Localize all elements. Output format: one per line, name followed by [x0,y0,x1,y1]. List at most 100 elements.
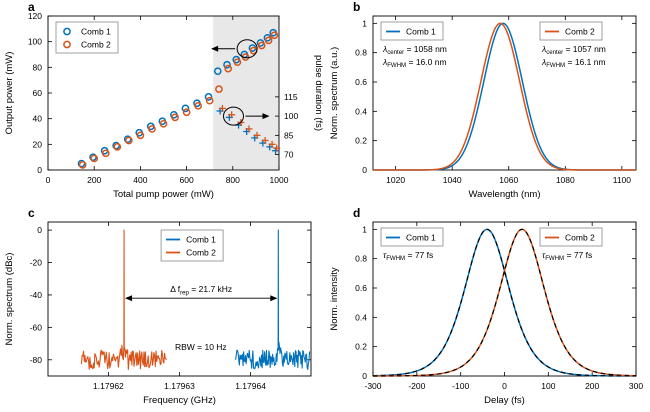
svg-text:600: 600 [180,175,194,185]
svg-text:85: 85 [284,130,294,140]
svg-text:0.4: 0.4 [355,106,367,116]
svg-text:-200: -200 [408,381,425,391]
svg-text:a: a [28,0,35,14]
svg-text:0.6: 0.6 [355,77,367,87]
svg-text:Output power (mW): Output power (mW) [4,52,15,135]
svg-text:200: 200 [585,381,599,391]
svg-text:-60: -60 [30,322,43,332]
svg-text:Delay (fs): Delay (fs) [484,395,525,406]
panel-d-axes: -300 -200 -100 0 100 200 300 0 0.2 0.4 0.6 0.8 1 Dela… [329,221,643,406]
svg-text:λcenter = 1057 nm: λcenter = 1057 nm [541,44,606,56]
svg-text:400: 400 [133,175,147,185]
svg-text:Comb 1: Comb 1 [186,235,216,245]
panel-c-annotations: Δ frep = 21.7 kHz RBW = 10 Hz [125,284,278,352]
svg-text:1060: 1060 [499,175,518,185]
svg-text:1080: 1080 [556,175,575,185]
panel-a-background [213,16,279,170]
svg-text:0: 0 [37,165,42,175]
svg-text:b: b [353,0,360,14]
svg-text:1100: 1100 [613,175,632,185]
svg-text:100: 100 [28,37,42,47]
svg-text:60: 60 [33,88,43,98]
svg-text:Comb 1: Comb 1 [81,27,111,37]
svg-text:d: d [353,206,360,220]
svg-text:0: 0 [362,165,367,175]
panel-b-axes: 1020 1040 1060 1080 1100 0 0.2 0.4 0.6 0.8 1 Wavele… [329,15,637,200]
svg-text:0: 0 [37,225,42,235]
svg-text:115: 115 [284,92,298,102]
svg-text:Δ frep = 21.7 kHz: Δ frep = 21.7 kHz [170,284,232,296]
svg-text:-40: -40 [30,290,43,300]
panel-c-chart: 1.17962 1.17963 1.17964 0 -20 -40 -60 -80 Freque… [4,206,312,406]
svg-text:1020: 1020 [386,175,405,185]
panel-d-legend: Comb 1 τFWHM = 77 fs Comb 2 τFWHM = 77 fs [380,227,603,262]
series-Comb 2 output [78,31,279,169]
svg-text:-100: -100 [452,381,469,391]
svg-text:100: 100 [541,381,555,391]
svg-text:-20: -20 [30,258,43,268]
svg-text:1.17963: 1.17963 [164,381,195,391]
series-Comb 2 [373,22,636,171]
svg-text:1000: 1000 [270,175,289,185]
svg-text:120: 120 [28,11,42,21]
panel-a-axes: 0 200 400 600 800 1000 0 20 40 60 80 100 120 70 85 100 1… [4,11,324,200]
panel-a-chart: 0 200 400 600 800 1000 0 20 40 60 80 100 120 70 85 100 1… [4,0,324,200]
svg-text:-300: -300 [364,381,381,391]
svg-text:1: 1 [362,224,367,234]
panel-c-legend: Comb 1 Comb 2 [160,229,224,262]
series-Comb 2 [80,229,168,371]
panel-b-chart: 1020 1040 1060 1080 1100 0 0.2 0.4 0.6 0.8 1 Wavele… [329,0,637,200]
panel-d-series [372,228,637,377]
panel-d-chart: -300 -200 -100 0 100 200 300 0 0.2 0.4 0.6 0.8 1 Dela… [329,206,643,406]
panel-a-legend: Comb 1 Comb 2 [55,21,119,54]
svg-text:0: 0 [362,371,367,381]
panel-c-axes: 1.17962 1.17963 1.17964 0 -20 -40 -60 -80 Freque… [4,221,312,406]
panel-d-autocorrelation: -300 -200 -100 0 100 200 300 0 0.2 0.4 0.6 0.8 1 Dela… [325,206,650,412]
panel-c-series [80,229,311,371]
svg-text:τFWHM = 77 fs: τFWHM = 77 fs [542,250,592,262]
panel-a-series [77,28,281,169]
svg-text:0.2: 0.2 [355,136,367,146]
series-Comb 1 [235,229,311,370]
svg-text:100: 100 [284,111,298,121]
svg-text:0.4: 0.4 [355,312,367,322]
panel-b-optical-spectrum: 1020 1040 1060 1080 1100 0 0.2 0.4 0.6 0.8 1 Wavele… [325,0,650,206]
svg-text:300: 300 [629,381,643,391]
svg-text:0: 0 [46,175,51,185]
svg-text:Norm. spectrum (a.u.): Norm. spectrum (a.u.) [329,47,340,139]
svg-text:0.8: 0.8 [355,254,367,264]
series-Comb 2 [372,228,637,377]
svg-text:1: 1 [362,18,367,28]
svg-text:0: 0 [502,381,507,391]
svg-text:1.17962: 1.17962 [93,381,124,391]
panel-c-rf-spectrum: 1.17962 1.17963 1.17964 0 -20 -40 -60 -80 Freque… [0,206,325,412]
svg-text:Norm. intensity: Norm. intensity [329,267,340,331]
svg-text:pulse duration (fs): pulse duration (fs) [313,55,324,131]
svg-text:20: 20 [33,139,43,149]
svg-text:Comb 2: Comb 2 [81,40,111,50]
svg-text:0.6: 0.6 [355,283,367,293]
svg-text:Comb 1: Comb 1 [406,233,436,243]
panel-a-annotations [211,39,270,126]
svg-text:40: 40 [33,114,43,124]
svg-text:Total pump power (mW): Total pump power (mW) [113,189,214,200]
svg-text:Wavelength (nm): Wavelength (nm) [469,189,541,200]
svg-text:λcenter = 1058 nm: λcenter = 1058 nm [382,44,447,56]
svg-text:-80: -80 [30,355,43,365]
svg-text:Comb 2: Comb 2 [565,27,595,37]
panel-b-series [373,22,636,171]
svg-text:1040: 1040 [443,175,462,185]
svg-text:λFWHM = 16.1 nm: λFWHM = 16.1 nm [541,57,606,69]
svg-text:λFWHM = 16.0 nm: λFWHM = 16.0 nm [382,57,447,69]
svg-text:800: 800 [226,175,240,185]
svg-text:1.17964: 1.17964 [235,381,266,391]
svg-text:Comb 1: Comb 1 [406,27,436,37]
svg-text:200: 200 [87,175,101,185]
svg-text:c: c [28,206,35,220]
svg-text:0.2: 0.2 [355,342,367,352]
svg-text:80: 80 [33,62,43,72]
series-Comb 1 output [77,28,278,168]
svg-text:0.8: 0.8 [355,48,367,58]
